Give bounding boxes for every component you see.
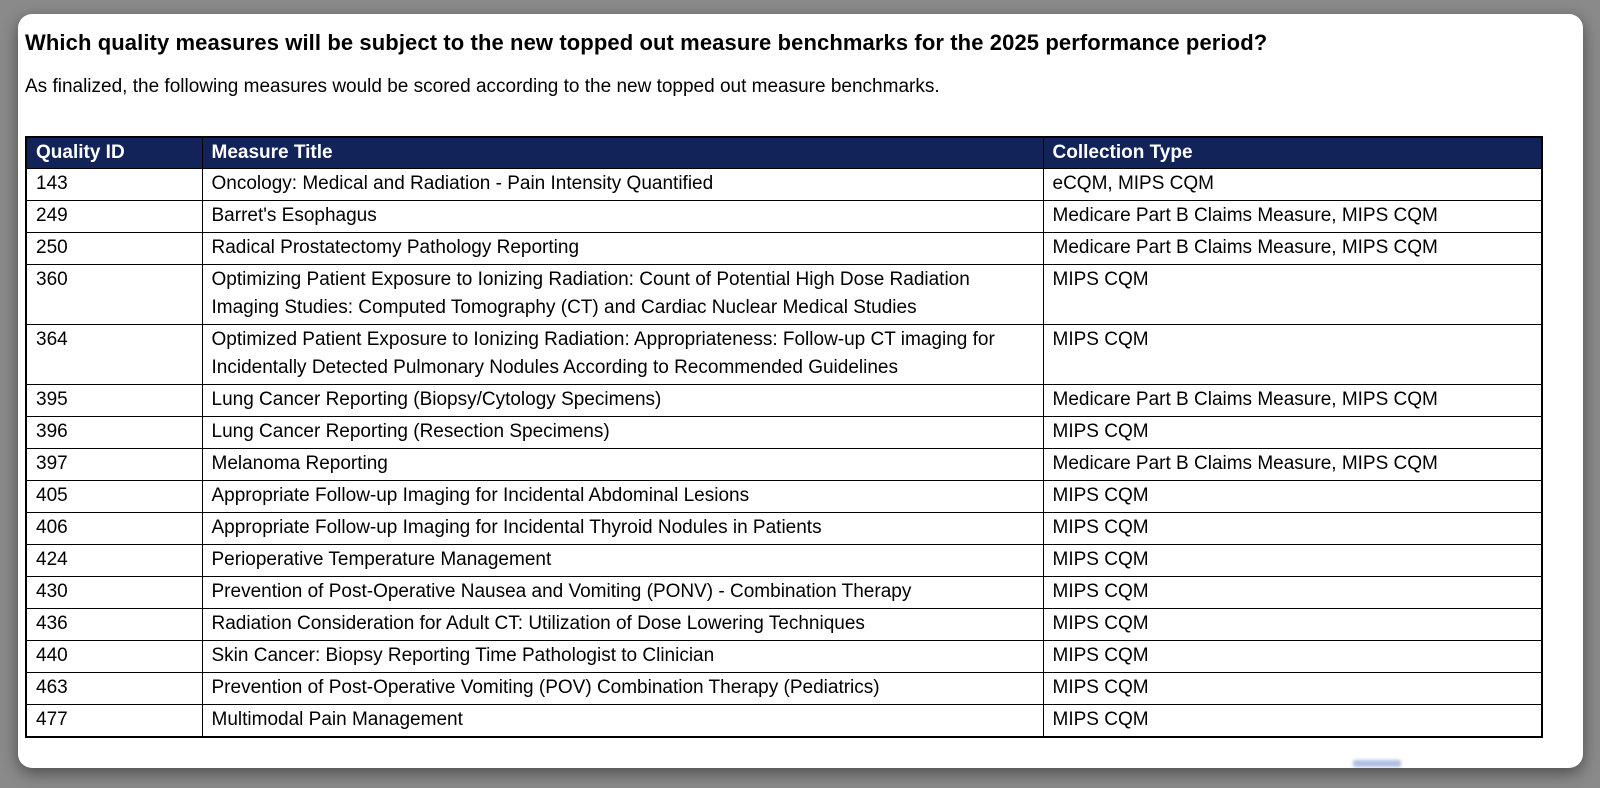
table-row: 405 Appropriate Follow-up Imaging for In…: [25, 480, 1543, 513]
measure-title-cell: Lung Cancer Reporting (Resection Specime…: [201, 416, 1044, 449]
measure-title-cell: Barret's Esophagus: [201, 200, 1044, 233]
collection-type-cell: MIPS CQM: [1042, 576, 1543, 609]
collection-type-cell: Medicare Part B Claims Measure, MIPS CQM: [1042, 200, 1543, 233]
table-row: 250 Radical Prostatectomy Pathology Repo…: [25, 232, 1543, 265]
table-row: 424 Perioperative Temperature Management…: [25, 544, 1543, 577]
table-row: 396 Lung Cancer Reporting (Resection Spe…: [25, 416, 1543, 449]
column-header-collection-type: Collection Type: [1042, 136, 1543, 169]
page-title: Which quality measures will be subject t…: [25, 30, 1268, 55]
collection-type-cell: MIPS CQM: [1042, 608, 1543, 641]
measure-title-cell: Prevention of Post-Operative Nausea and …: [201, 576, 1044, 609]
table-body: 143 Oncology: Medical and Radiation - Pa…: [25, 168, 1543, 738]
quality-id-cell: 440: [25, 640, 203, 673]
collection-type-cell: MIPS CQM: [1042, 672, 1543, 705]
table-row: 406 Appropriate Follow-up Imaging for In…: [25, 512, 1543, 545]
quality-id-cell: 477: [25, 704, 203, 738]
collection-type-cell: MIPS CQM: [1042, 324, 1543, 385]
measure-title-cell: Radiation Consideration for Adult CT: Ut…: [201, 608, 1044, 641]
column-header-quality-id: Quality ID: [25, 136, 203, 169]
collection-type-cell: MIPS CQM: [1042, 416, 1543, 449]
measure-title-cell: Melanoma Reporting: [201, 448, 1044, 481]
quality-id-cell: 430: [25, 576, 203, 609]
measure-title-cell: Perioperative Temperature Management: [201, 544, 1044, 577]
quality-id-cell: 397: [25, 448, 203, 481]
quality-id-cell: 406: [25, 512, 203, 545]
table-row: 436 Radiation Consideration for Adult CT…: [25, 608, 1543, 641]
quality-id-cell: 436: [25, 608, 203, 641]
collection-type-cell: Medicare Part B Claims Measure, MIPS CQM: [1042, 448, 1543, 481]
measure-title-cell: Lung Cancer Reporting (Biopsy/Cytology S…: [201, 384, 1044, 417]
quality-id-cell: 249: [25, 200, 203, 233]
measure-title-cell: Appropriate Follow-up Imaging for Incide…: [201, 512, 1044, 545]
collection-type-cell: Medicare Part B Claims Measure, MIPS CQM: [1042, 384, 1543, 417]
collection-type-cell: MIPS CQM: [1042, 264, 1543, 325]
table-header-row: Quality ID Measure Title Collection Type: [25, 136, 1543, 169]
collection-type-cell: MIPS CQM: [1042, 640, 1543, 673]
column-header-measure-title: Measure Title: [201, 136, 1044, 169]
collection-type-cell: MIPS CQM: [1042, 480, 1543, 513]
table-row: 364 Optimized Patient Exposure to Ionizi…: [25, 324, 1543, 385]
quality-measures-table: Quality ID Measure Title Collection Type…: [25, 136, 1543, 738]
faint-blue-mark: [1353, 760, 1401, 767]
quality-id-cell: 424: [25, 544, 203, 577]
table-row: 477 Multimodal Pain Management MIPS CQM: [25, 704, 1543, 738]
table-row: 463 Prevention of Post-Operative Vomitin…: [25, 672, 1543, 705]
measure-title-cell: Appropriate Follow-up Imaging for Incide…: [201, 480, 1044, 513]
measure-title-cell: Skin Cancer: Biopsy Reporting Time Patho…: [201, 640, 1044, 673]
quality-id-cell: 405: [25, 480, 203, 513]
collection-type-cell: MIPS CQM: [1042, 544, 1543, 577]
measure-title-cell: Oncology: Medical and Radiation - Pain I…: [201, 168, 1044, 201]
intro-text: As finalized, the following measures wou…: [25, 76, 940, 97]
quality-id-cell: 463: [25, 672, 203, 705]
measure-title-cell: Prevention of Post-Operative Vomiting (P…: [201, 672, 1044, 705]
collection-type-cell: MIPS CQM: [1042, 704, 1543, 738]
measure-title-cell: Radical Prostatectomy Pathology Reportin…: [201, 232, 1044, 265]
measure-title-cell: Optimizing Patient Exposure to Ionizing …: [201, 264, 1044, 325]
quality-id-cell: 143: [25, 168, 203, 201]
quality-id-cell: 250: [25, 232, 203, 265]
quality-id-cell: 364: [25, 324, 203, 385]
quality-id-cell: 396: [25, 416, 203, 449]
collection-type-cell: eCQM, MIPS CQM: [1042, 168, 1543, 201]
table-row: 430 Prevention of Post-Operative Nausea …: [25, 576, 1543, 609]
table-row: 143 Oncology: Medical and Radiation - Pa…: [25, 168, 1543, 201]
table-row: 249 Barret's Esophagus Medicare Part B C…: [25, 200, 1543, 233]
document-card: Which quality measures will be subject t…: [18, 14, 1583, 768]
table-row: 397 Melanoma Reporting Medicare Part B C…: [25, 448, 1543, 481]
measure-title-cell: Multimodal Pain Management: [201, 704, 1044, 738]
table-row: 360 Optimizing Patient Exposure to Ioniz…: [25, 264, 1543, 325]
quality-id-cell: 360: [25, 264, 203, 325]
quality-id-cell: 395: [25, 384, 203, 417]
collection-type-cell: Medicare Part B Claims Measure, MIPS CQM: [1042, 232, 1543, 265]
collection-type-cell: MIPS CQM: [1042, 512, 1543, 545]
table-row: 440 Skin Cancer: Biopsy Reporting Time P…: [25, 640, 1543, 673]
table-row: 395 Lung Cancer Reporting (Biopsy/Cytolo…: [25, 384, 1543, 417]
measure-title-cell: Optimized Patient Exposure to Ionizing R…: [201, 324, 1044, 385]
